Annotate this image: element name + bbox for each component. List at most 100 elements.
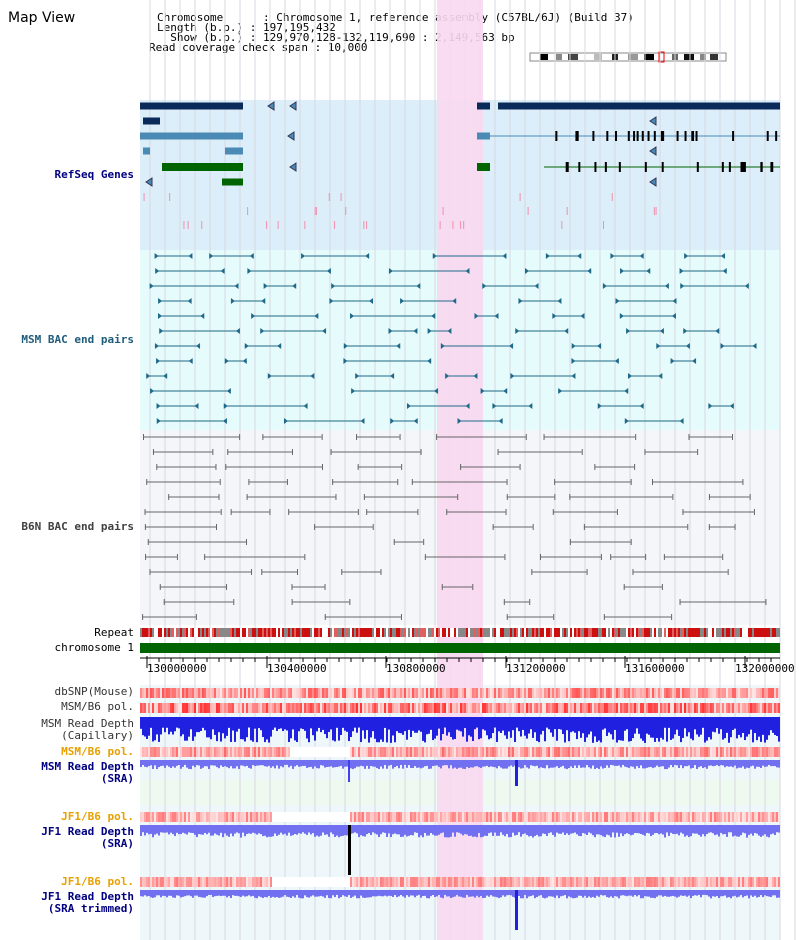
heat-mark	[750, 812, 752, 822]
heat-mark	[266, 877, 268, 887]
depth-bar	[704, 760, 706, 768]
bac-end	[411, 479, 413, 485]
bac-end	[341, 569, 343, 575]
track-label-b6n-bac[interactable]: B6N BAC end pairs	[21, 520, 134, 533]
heat-mark	[680, 688, 682, 698]
depth-bar	[392, 760, 394, 769]
depth-bar	[642, 890, 644, 899]
repeat-mark	[146, 628, 148, 637]
heat-mark	[184, 877, 186, 887]
depth-bar	[582, 760, 584, 768]
depth-bar	[518, 825, 520, 833]
track-label-refseq[interactable]: RefSeq Genes	[54, 168, 134, 181]
depth-bar	[178, 717, 180, 729]
heat-mark	[668, 747, 670, 757]
heat-mark	[734, 703, 736, 713]
depth-bar	[618, 760, 620, 766]
depth-bar	[678, 890, 680, 897]
repeat-mark	[382, 628, 384, 637]
repeat-mark	[170, 628, 172, 637]
repeat-mark	[460, 628, 462, 637]
depth-bar	[652, 890, 654, 898]
heat-mark	[690, 812, 692, 822]
depth-bar	[686, 760, 688, 767]
track-label-capillary: (Capillary)	[61, 729, 134, 742]
heat-mark	[154, 703, 156, 713]
heat-mark	[146, 812, 148, 822]
heat-mark	[486, 812, 488, 822]
depth-bar	[620, 825, 622, 834]
repeat-mark	[658, 628, 660, 637]
heat-mark	[176, 688, 178, 698]
heat-mark	[482, 747, 484, 757]
heat-mark	[208, 877, 210, 887]
heat-mark	[446, 747, 448, 757]
track-label-msm-bac[interactable]: MSM BAC end pairs	[21, 333, 134, 346]
heat-mark	[760, 877, 762, 887]
heat-mark	[550, 877, 552, 887]
bac-end	[525, 434, 527, 440]
heat-mark	[454, 812, 456, 822]
depth-bar	[466, 890, 468, 895]
depth-bar	[282, 760, 284, 768]
bac-end	[465, 403, 470, 409]
depth-bar	[392, 717, 394, 736]
heat-mark	[716, 877, 718, 887]
heat-mark	[698, 703, 700, 713]
depth-bar	[486, 760, 488, 766]
depth-bar	[568, 760, 570, 769]
depth-bar	[556, 760, 558, 767]
heat-mark	[258, 703, 260, 713]
heat-mark	[266, 703, 268, 713]
depth-bar	[716, 717, 718, 729]
track-label-msm-b6-pol-sra: MSM/B6 pol.	[61, 745, 134, 758]
depth-bar	[566, 890, 568, 899]
depth-bar	[448, 760, 450, 769]
repeat-mark	[354, 628, 356, 637]
heat-mark	[374, 703, 376, 713]
depth-bar	[678, 717, 680, 736]
heat-mark	[164, 877, 166, 887]
depth-bar	[620, 717, 622, 741]
repeat-mark	[140, 628, 142, 637]
heat-mark	[604, 812, 606, 822]
heat-mark	[372, 703, 374, 713]
depth-bar	[314, 717, 316, 741]
heat-mark	[152, 877, 154, 887]
depth-bar	[774, 760, 776, 767]
heat-mark	[594, 812, 596, 822]
heat-mark	[146, 688, 148, 698]
bac-end	[472, 584, 474, 590]
heat-mark	[556, 703, 558, 713]
depth-bar	[440, 825, 442, 834]
refseq-feature	[169, 193, 171, 201]
heat-mark	[150, 812, 152, 822]
heat-mark	[778, 688, 780, 698]
repeat-mark	[724, 628, 726, 637]
heat-mark	[774, 688, 776, 698]
repeat-mark	[572, 628, 574, 637]
heat-mark	[278, 747, 280, 757]
repeat-mark	[190, 628, 192, 637]
depth-bar	[434, 825, 436, 836]
heat-mark	[362, 812, 364, 822]
bac-end	[244, 343, 249, 349]
heat-mark	[678, 688, 680, 698]
repeat-mark	[586, 628, 588, 637]
depth-bar	[502, 825, 504, 835]
heat-mark	[148, 812, 150, 822]
depth-bar	[728, 890, 730, 898]
heat-mark	[404, 877, 406, 887]
bac-end	[445, 373, 450, 379]
heat-mark	[712, 703, 714, 713]
heat-mark	[466, 877, 468, 887]
heat-mark	[676, 812, 678, 822]
heat-mark	[178, 877, 180, 887]
heat-mark	[398, 703, 400, 713]
heat-mark	[394, 812, 396, 822]
depth-bar	[630, 825, 632, 836]
depth-bar	[404, 760, 406, 765]
heat-mark	[238, 747, 240, 757]
heat-mark	[478, 812, 480, 822]
